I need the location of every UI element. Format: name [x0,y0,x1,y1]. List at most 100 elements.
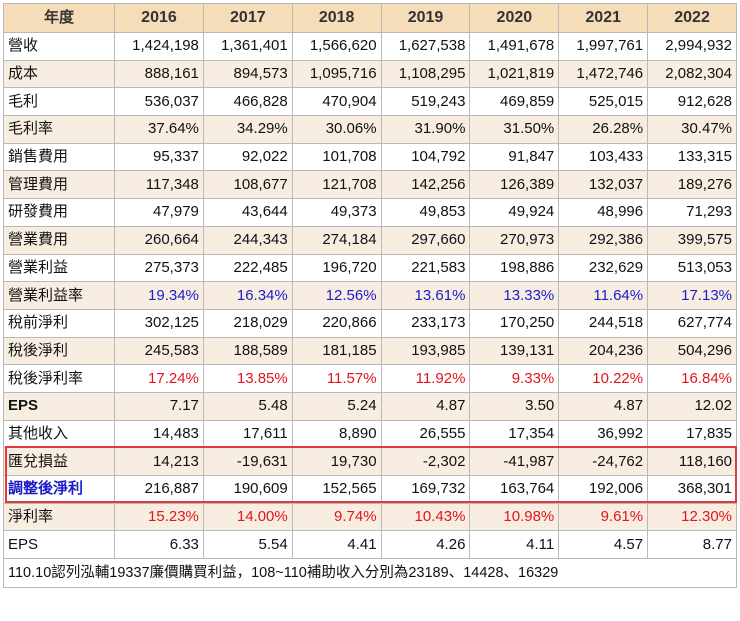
table-cell: 47,979 [114,198,204,227]
table-cell: -19,631 [202,447,293,476]
table-cell: 12.30% [647,502,737,532]
table-row: 匯兌損益 14,213 -19,631 19,730 -2,302 -41,987 -24,… [2,447,737,476]
table-cell: 513,053 [647,253,737,283]
table-cell: 13.33% [469,281,560,310]
table-cell: 31.90% [380,115,471,144]
table-cell: 244,343 [202,225,293,255]
table-cell: 152,565 [291,475,382,504]
header-year: 2016 [114,3,204,33]
table-cell: 133,315 [647,142,737,172]
row-label: 毛利 [2,87,116,117]
table-cell: 1,491,678 [469,32,560,61]
table-row: 營業利益率 19.34% 16.34% 12.56% 13.61% 13.33% 11.64… [2,281,737,310]
row-label: EPS [2,530,116,560]
table-cell: 19,730 [291,447,382,476]
table-cell: 14,213 [114,447,204,476]
table-cell: 4.26 [380,530,471,560]
table-cell: 221,583 [380,253,471,283]
table-row: 營收 1,424,198 1,361,401 1,566,620 1,627,538 1,… [2,32,737,61]
table-cell: -24,762 [558,447,649,476]
table-row: 毛利 536,037 466,828 470,904 519,243 469,859 525… [2,87,737,117]
table-cell: 17,611 [202,419,293,449]
table-cell: 34.29% [202,115,293,144]
table-cell: 368,301 [647,475,737,504]
table-cell: 196,720 [291,253,382,283]
table-cell: 260,664 [114,225,204,255]
header-year: 2022 [647,3,737,33]
table-cell: 101,708 [291,142,382,172]
row-label: 營收 [2,32,116,61]
table-cell: 13.85% [202,364,293,393]
table-cell: 2,994,932 [647,32,737,61]
table-row: 營業利益 275,373 222,485 196,720 221,583 198,886 2… [2,253,737,283]
table-cell: 163,764 [469,475,560,504]
table-cell: 12.56% [291,281,382,310]
table-cell: 48,996 [558,198,649,227]
table-cell: 7.17 [114,391,204,421]
table-cell: 43,644 [202,198,293,227]
table-row: 營業費用 260,664 244,343 274,184 297,660 270,973 2… [2,225,737,255]
table-cell: 399,575 [647,225,737,255]
table-cell: 233,173 [380,308,471,338]
table-row: 淨利率 15.23% 14.00% 9.74% 10.43% 10.98% 9.61% 12.… [2,502,737,532]
table-cell: 10.22% [558,364,649,393]
table-cell: 204,236 [558,336,649,366]
table-cell: 117,348 [114,170,204,200]
row-label: EPS [2,391,116,421]
row-label: 毛利率 [2,115,116,144]
table-cell: 190,609 [202,475,293,504]
table-cell: 14,483 [114,419,204,449]
table-cell: 14.00% [202,502,293,532]
table-cell: 536,037 [114,87,204,117]
table-cell: 6.33 [114,530,204,560]
table-cell: 270,973 [469,225,560,255]
table-cell: 17.13% [647,281,737,310]
table-cell: 297,660 [380,225,471,255]
row-label: 淨利率 [2,502,116,532]
table-row: 研發費用 47,979 43,644 49,373 49,853 49,924 48,996… [2,198,737,227]
table-cell: 17.24% [114,364,204,393]
financial-table-container: 年度 2016 2017 2018 2019 2020 2021 2022 營收… [2,3,737,589]
table-cell: 9.33% [469,364,560,393]
table-cell: 193,985 [380,336,471,366]
table-cell: 504,296 [647,336,737,366]
table-row: 銷售費用 95,337 92,022 101,708 104,792 91,847 103,… [2,142,737,172]
table-cell: 245,583 [114,336,204,366]
table-cell: 627,774 [647,308,737,338]
row-label: 調整後淨利 [2,475,116,504]
table-cell: 12.02 [647,391,737,421]
table-cell: 103,433 [558,142,649,172]
table-cell: 142,256 [380,170,471,200]
table-cell: -41,987 [469,447,560,476]
table-cell: 181,185 [291,336,382,366]
table-cell: 894,573 [202,59,293,89]
row-label: 銷售費用 [2,142,116,172]
table-row: 調整後淨利 216,887 190,609 152,565 169,732 163,764… [2,475,737,504]
table-cell: 8.77 [647,530,737,560]
table-cell: 95,337 [114,142,204,172]
table-cell: 244,518 [558,308,649,338]
table-cell: 1,566,620 [291,32,382,61]
table-cell: 274,184 [291,225,382,255]
table-cell: 19.34% [114,281,204,310]
row-label: 營業利益率 [2,281,116,310]
table-cell: 1,021,819 [469,59,560,89]
table-cell: 5.54 [202,530,293,560]
table-cell: 118,160 [647,447,737,476]
table-cell: 1,361,401 [202,32,293,61]
note-row: 110.10認列泓輔19337廉價購買利益，108~110補助收入分別為2318… [3,558,737,589]
table-cell: 4.87 [380,391,471,421]
table-row: 管理費用 117,348 108,677 121,708 142,256 126,389 1… [2,170,737,200]
table-cell: 17,354 [469,419,560,449]
header-year-label: 年度 [2,3,116,33]
table-cell: 1,424,198 [114,32,204,61]
table-cell: 1,108,295 [380,59,471,89]
table-cell: 4.87 [558,391,649,421]
row-label: 營業費用 [2,225,116,255]
row-label: 研發費用 [2,198,116,227]
row-label: 稅後淨利率 [2,364,116,393]
table-cell: 13.61% [380,281,471,310]
table-cell: 49,924 [469,198,560,227]
table-cell: 888,161 [114,59,204,89]
table-cell: 11.92% [380,364,471,393]
